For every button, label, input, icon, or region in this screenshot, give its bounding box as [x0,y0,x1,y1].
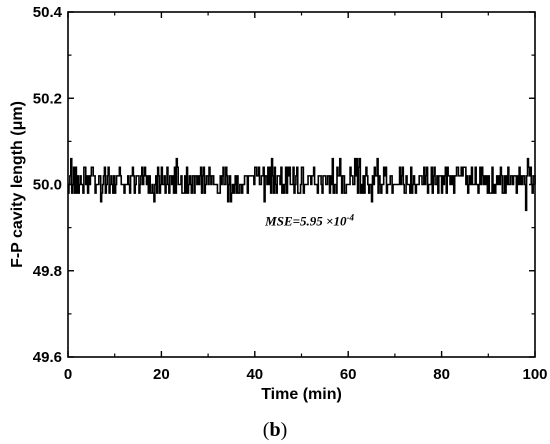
x-tick-label: 40 [246,366,263,383]
x-tick-label: 100 [522,366,547,383]
x-axis: 0 20 40 60 80 100 [64,12,548,383]
panel-label-open: ( [263,419,270,441]
series-cavity-length [68,157,536,212]
mse-annotation: MSE=5.95 ×10-4 [264,212,354,228]
panel-label: (b) [263,419,287,441]
y-tick-label: 50.4 [33,4,63,21]
x-tick-label: 80 [433,366,450,383]
y-tick-label: 49.8 [33,263,62,280]
y-tick-label: 49.6 [33,349,62,366]
y-tick-label: 50.0 [33,177,62,194]
mse-annotation-main: MSE=5.95 ×10 [264,213,347,228]
y-axis: 49.6 49.8 50.0 50.2 50.4 [33,4,535,366]
x-tick-label: 0 [64,366,72,383]
y-axis-title: F-P cavity length (μm) [9,101,26,268]
y-tick-label: 50.2 [33,90,62,107]
x-axis-title: Time (min) [261,386,342,403]
series-line [68,157,536,212]
panel-label-close: ) [281,419,288,441]
x-tick-label: 60 [340,366,357,383]
mse-annotation-exponent: -4 [346,212,354,222]
panel-label-letter: b [269,419,280,441]
x-tick-label: 20 [153,366,170,383]
